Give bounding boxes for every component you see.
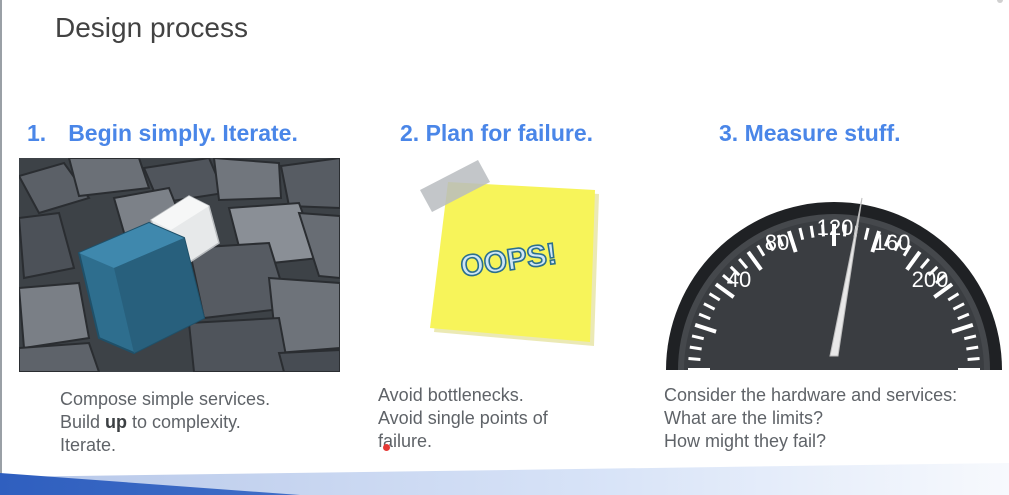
gauge-tick [756,244,766,257]
gauge-tick [947,292,960,302]
column-1-line-3: Iterate. [60,434,270,457]
gauge-tick [951,322,974,334]
column-3-heading: 3. Measure stuff. [719,120,901,146]
sticky-note-illustration: OOPS! [420,160,599,346]
gauge-tick [688,357,701,361]
gauge-tick [927,265,939,277]
gauge-tick [738,258,749,270]
gauge-tick [691,334,705,341]
column-3-line-2: What are the limits? [664,408,824,428]
column-1-heading: 1. Begin simply. Iterate. [27,120,298,147]
gauge-tick [902,244,912,257]
gauge-tick [933,282,954,299]
gauge-tick [722,274,734,285]
slide-title: Design process [55,12,248,43]
gauge-tick [963,334,977,341]
gauge-tick [893,239,902,252]
gauge-tick [766,239,775,252]
column-1-heading-text: Begin simply. Iterate. [68,120,298,146]
gauge-tick [776,234,785,247]
gauge-tick [689,345,702,351]
corner-mark [997,0,1003,3]
column-1-line-1-text: Compose simple services. [60,389,271,409]
speedometer-illustration: 40 80 120 160 200 [666,197,1002,372]
column-1-line-2-pre: Build [60,412,106,432]
column-1-line-1: Compose simple services. [60,388,270,411]
gauge-tick [952,302,965,311]
slide-left-border [0,0,2,495]
gauge-label-160: 160 [874,230,911,255]
gauge-label-120: 120 [817,215,854,240]
gauge-tick [746,250,763,271]
column-1-heading-number: 1. [27,120,47,146]
gauge-tick [883,234,892,247]
gauge-tick [905,250,922,271]
column-1-line-2-post: to complexity. [127,412,241,432]
speedometer-image: 40 80 120 160 200 [664,160,1004,375]
column-1-line-2-bold: up [105,412,128,432]
column-1-line-3-text: Iterate. [60,435,117,455]
column-2-body: Avoid bottlenecks. Avoid single points o… [378,384,548,453]
column-3-body: Consider the hardware and services: What… [664,384,957,453]
gauge-tick [798,227,805,241]
column-2-line-1: Avoid bottlenecks. [378,385,524,405]
bricks-image [19,158,340,372]
gauge-tick [714,282,735,299]
gauge-tick [919,258,930,270]
bricks-illustration [19,158,340,372]
column-3-line-1: Consider the hardware and services: [664,385,958,405]
gauge-tick [703,302,716,311]
gauge-tick [843,224,847,237]
gauge-tick [786,230,798,253]
gauge-tick [694,322,717,334]
gauge-tick [708,292,721,302]
gauge-label-40: 40 [727,267,751,292]
gauge-tick [967,357,980,361]
pointer-dot [383,444,390,451]
column-2-line-3: failure. [378,431,433,451]
column-1-body: Compose simple services. Build up to com… [60,388,270,457]
gauge-tick [957,312,970,321]
gauge-tick [966,345,979,351]
bottom-decoration-band [0,463,1009,495]
gauge-label-200: 200 [912,267,949,292]
column-3-line-3: How might they fail? [664,431,827,451]
column-1-line-2: Build up to complexity. [60,411,270,434]
column-2-heading: 2. Plan for failure. [400,120,593,146]
gauge-tick [863,227,870,241]
gauge-needle [829,197,863,357]
gauge-tick [698,312,711,321]
gauge-tick [934,274,946,285]
gauge-tick [809,225,815,238]
gauge-label-80: 80 [765,230,789,255]
gauge-tick [729,265,741,277]
gauge-tick [870,230,882,253]
column-2-line-2: Avoid single points of [378,408,548,428]
gauge-tick [821,224,825,237]
sticky-note-image: OOPS! [390,160,630,360]
